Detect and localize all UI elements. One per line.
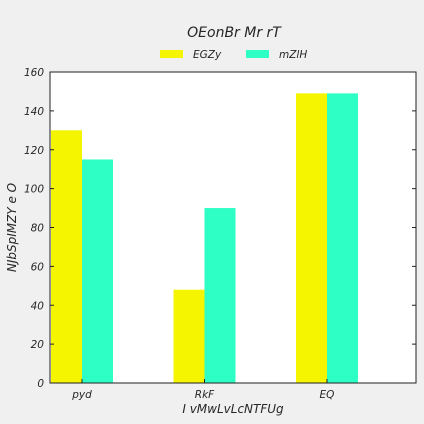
bar-mZlH-pyd — [82, 159, 113, 383]
y-tick-label: 60 — [31, 261, 45, 273]
legend-label-mZlH: mZlH — [279, 49, 307, 61]
y-tick-label: 20 — [31, 339, 45, 351]
bar-mZlH-EQ — [327, 93, 358, 383]
bar-EGZy-pyd — [51, 130, 82, 383]
y-tick-label: 120 — [24, 145, 44, 157]
bars — [51, 93, 358, 383]
bar-EGZy-RkF — [173, 289, 205, 383]
y-tick-label: 40 — [31, 300, 45, 312]
x-tick-label: pyd — [71, 389, 92, 401]
x-axis-label: I vMwLvLcNTFUg — [182, 402, 284, 416]
y-tick-label: 0 — [37, 378, 44, 390]
y-tick-label: 100 — [24, 184, 44, 196]
y-tick-label: 140 — [24, 106, 44, 118]
x-tick-label: EQ — [320, 389, 335, 401]
y-tick-label: 160 — [24, 67, 44, 79]
legend-label-EGZy: EGZy — [193, 49, 222, 61]
legend: EGZy mZlH — [160, 49, 307, 61]
bar-EGZy-EQ — [296, 93, 327, 383]
y-tick-label: 80 — [31, 223, 45, 235]
y-axis: 0 20 40 60 80 100 120 140 160 — [24, 67, 416, 390]
legend-swatch-mZlH — [246, 50, 269, 58]
x-axis: pyd RkF EQ — [71, 379, 334, 401]
legend-swatch-EGZy — [160, 50, 183, 58]
x-tick-label: RkF — [195, 389, 215, 401]
y-axis-label: NJbSpIMZY e O — [5, 183, 19, 272]
bar-mZlH-RkF — [204, 208, 236, 383]
chart-title: OEonBr Mr rT — [187, 25, 282, 41]
